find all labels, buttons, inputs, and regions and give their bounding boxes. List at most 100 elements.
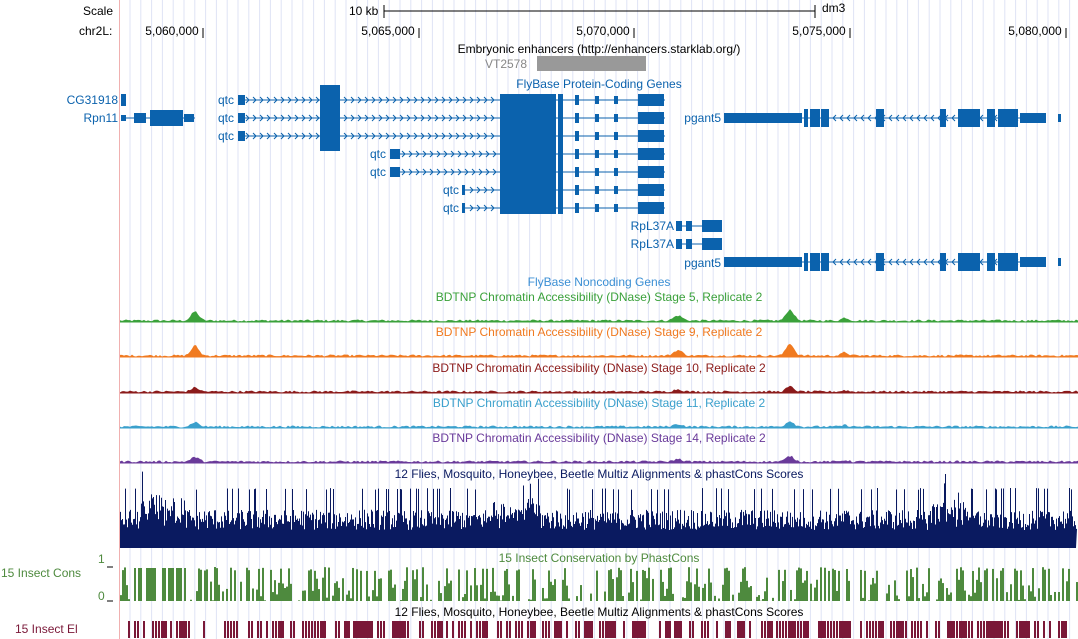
phastcons-bar [276, 594, 278, 601]
phastcons-bar [314, 570, 316, 601]
phastcons-bar [646, 578, 648, 601]
gene-label-qtc[interactable]: qtc [217, 129, 234, 143]
enhancer-track-title[interactable]: Embryonic enhancers (http://enhancers.st… [457, 42, 741, 56]
conserved-elements-track[interactable] [128, 621, 1067, 638]
multiz-signal [120, 471, 1077, 548]
phastcons-bar [388, 570, 390, 601]
conserved-element [155, 621, 157, 638]
elements-side-label[interactable]: 15 Insect El [15, 622, 78, 636]
gene-label-RpL37A[interactable]: RpL37A [630, 219, 674, 233]
gene-label-pgant5[interactable]: pgant5 [684, 111, 721, 125]
phastcons-bar [1002, 568, 1004, 601]
strand-arrow [280, 96, 285, 104]
noncoding-track-title[interactable]: FlyBase Noncoding Genes [527, 275, 671, 289]
conserved-element [890, 621, 892, 638]
gene-exon [575, 113, 579, 123]
dnase-stage9-title[interactable]: BDTNP Chromatin Accessibility (DNase) St… [435, 325, 763, 339]
strand-arrow [392, 96, 397, 104]
phastcons-bar [378, 578, 380, 601]
phastcons-ymax: 1 [98, 552, 105, 566]
phastcons-bar [682, 597, 684, 601]
strand-arrow [434, 96, 439, 104]
enhancer-feature-VT2578[interactable] [537, 56, 646, 71]
phastcons-bar [120, 595, 122, 601]
phastcons-bar [302, 590, 304, 601]
phastcons-bar [222, 591, 224, 601]
strand-arrow [294, 114, 299, 122]
gene-label-Rpn11[interactable]: Rpn11 [83, 111, 118, 125]
phastcons-bar [284, 588, 286, 601]
phastcons-bar [956, 568, 958, 601]
strand-arrow [867, 114, 872, 122]
conserved-element [608, 621, 614, 638]
phastcons-bar [426, 584, 428, 601]
conserved-element [1016, 621, 1018, 638]
gene-label-qtc[interactable]: qtc [442, 183, 459, 197]
gene-label-RpL37A[interactable]: RpL37A [630, 237, 674, 251]
multiz-track-title[interactable]: 12 Flies, Mosquito, Honeybee, Beetle Mul… [394, 467, 804, 481]
gene-exon [500, 94, 516, 214]
strand-arrow [441, 132, 446, 140]
protein-coding-track-title[interactable]: FlyBase Protein-Coding Genes [516, 77, 682, 91]
phastcons-bar [896, 595, 898, 601]
phastcons-bar [1030, 591, 1032, 601]
dnase-stage10-title[interactable]: BDTNP Chromatin Accessibility (DNase) St… [432, 361, 766, 375]
conserved-element [1004, 621, 1006, 638]
strand-arrow [455, 96, 460, 104]
conserved-element [986, 621, 992, 638]
gene-label-qtc[interactable]: qtc [442, 201, 459, 215]
gene-label-qtc[interactable]: qtc [217, 93, 234, 107]
dnase-signal-tracks[interactable] [120, 309, 1078, 464]
conserved-element [1043, 621, 1045, 638]
phastcons-bar [1000, 570, 1002, 601]
gene-label-qtc[interactable]: qtc [369, 147, 386, 161]
strand-arrow [490, 114, 495, 122]
enhancer-item-label[interactable]: VT2578 [485, 57, 528, 71]
phastcons-bar [688, 567, 690, 601]
phastcons-bar [972, 570, 974, 601]
phastcons-bar [196, 591, 198, 601]
gene-label-CG31918[interactable]: CG31918 [66, 93, 118, 107]
gene-exon [575, 203, 579, 213]
strand-arrow [469, 96, 474, 104]
strand-arrow [420, 114, 425, 122]
strand-arrow [888, 114, 893, 122]
phastcons-bar [620, 570, 622, 601]
phastcons-bar [372, 590, 374, 601]
conserved-element [938, 621, 940, 638]
phastcons-bar [936, 599, 938, 601]
conserved-element [338, 621, 340, 638]
gene-exon [121, 94, 126, 106]
elements-track-title[interactable]: 12 Flies, Mosquito, Honeybee, Beetle Mul… [394, 605, 804, 619]
conserved-element [911, 621, 913, 638]
phastcons-bar [338, 587, 340, 601]
gene-label-qtc[interactable]: qtc [217, 111, 234, 125]
scale-label: Scale [83, 4, 114, 18]
dnase-stage11-title[interactable]: BDTNP Chromatin Accessibility (DNase) St… [432, 396, 766, 410]
phastcons-side-label[interactable]: 15 Insect Cons [1, 566, 82, 580]
strand-arrow [350, 132, 355, 140]
strand-arrow [350, 114, 355, 122]
strand-arrow [301, 114, 306, 122]
phastcons-bar [278, 582, 280, 601]
gene-label-pgant5[interactable]: pgant5 [684, 256, 721, 270]
multiz-conservation-wiggle[interactable] [120, 471, 1077, 548]
phastcons-bar [352, 567, 354, 601]
phastcons-bar [846, 568, 848, 601]
conserved-element [602, 621, 604, 638]
phastcons-bar [566, 585, 568, 601]
conserved-element [716, 621, 718, 638]
dnase-stage5-title[interactable]: BDTNP Chromatin Accessibility (DNase) St… [435, 290, 763, 304]
conserved-element [872, 621, 874, 638]
strand-arrow [308, 132, 313, 140]
dnase-stage14-title[interactable]: BDTNP Chromatin Accessibility (DNase) St… [432, 431, 766, 445]
gene-exon [724, 257, 802, 267]
strand-arrow [853, 114, 858, 122]
gene-label-qtc[interactable]: qtc [369, 165, 386, 179]
phastcons-bar [334, 583, 336, 601]
phastcons-wiggle[interactable] [120, 567, 1078, 601]
protein-coding-gene-models[interactable] [121, 85, 1061, 271]
strand-arrow [259, 96, 264, 104]
phastcons-track-title[interactable]: 15 Insect Conservation by PhastCons [498, 551, 700, 565]
